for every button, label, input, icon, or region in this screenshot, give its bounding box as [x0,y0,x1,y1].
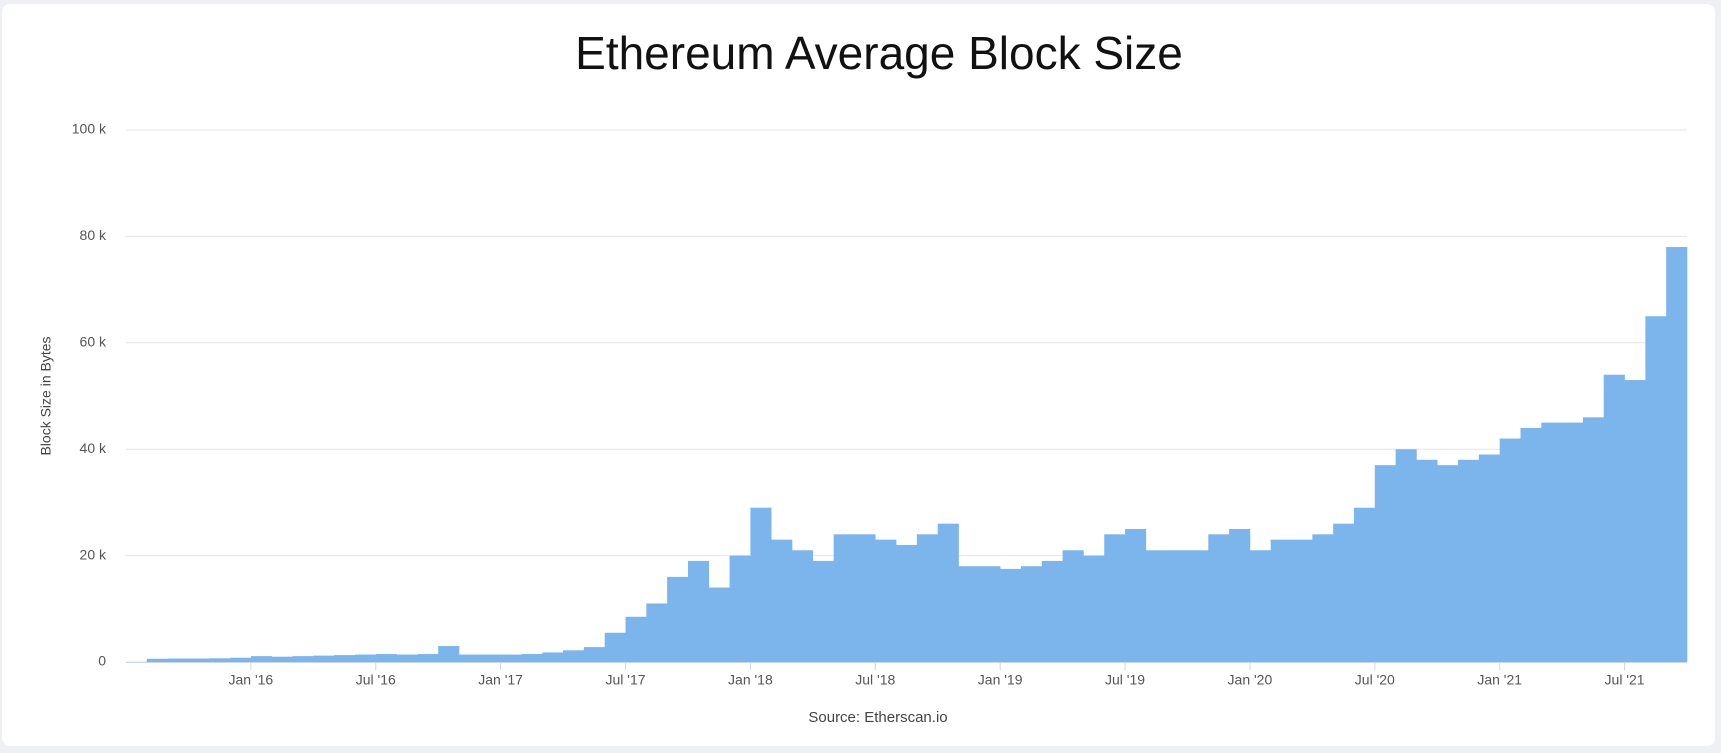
bar [375,654,397,662]
bar [459,654,481,662]
bar [1166,550,1188,662]
bar [1083,555,1105,662]
bar [708,587,730,662]
bar [1416,459,1438,662]
bar [1041,560,1063,662]
bar [542,652,564,662]
bar [1562,422,1584,662]
bar [1582,417,1605,662]
bar [417,654,439,662]
bar [396,654,418,662]
bar [1000,568,1022,662]
bar [937,523,959,662]
bar [1125,529,1147,662]
bar [875,539,897,662]
bar [1478,454,1500,662]
bar [1624,380,1646,662]
y-tick-label: 60 k [80,334,107,350]
bar [167,658,189,662]
bar [792,550,814,662]
bar [334,655,356,662]
credit: Source: Etherscan.io [808,709,947,726]
bar [563,650,585,662]
x-tick-label: Jul '18 [855,672,895,688]
bar [146,658,168,662]
bar [916,534,939,662]
bar [729,555,751,662]
x-tick-label: Jan '17 [478,672,523,688]
bar [896,544,918,662]
x-tick-label: Jul '16 [356,672,396,688]
bar [1374,465,1396,662]
bar [209,658,231,662]
bar [812,560,834,662]
bar [750,507,772,662]
bar [188,658,210,662]
x-tick-label: Jul '19 [1105,672,1145,688]
bar [1270,539,1292,662]
bar [1437,465,1459,662]
bar [854,534,876,662]
bar [771,539,793,662]
bar [479,654,501,662]
bar [979,566,1001,662]
bar [625,616,647,662]
bar [1104,534,1126,662]
bar [958,566,980,662]
y-tick-label: 100 k [72,121,107,137]
bar [1208,534,1230,662]
bar [1312,534,1334,662]
bar [313,655,335,662]
bar [604,632,626,662]
x-tick-label: Jul '21 [1605,672,1645,688]
bar [1020,566,1043,662]
chart-title: Ethereum Average Block Size [575,27,1183,79]
bar [1291,539,1313,662]
bar [1666,247,1688,663]
x-tick-label: Jul '20 [1355,672,1395,688]
bar [687,560,710,662]
bar [1645,316,1667,662]
bar [521,654,543,662]
bar [271,656,293,662]
bar [438,646,460,662]
y-tick-label: 0 [98,653,106,669]
bar [1333,523,1355,662]
bar [1458,459,1480,662]
x-tick-label: Jan '21 [1477,672,1522,688]
bar [500,654,522,662]
x-tick-label: Jan '18 [728,672,773,688]
x-tick-label: Jul '17 [606,672,646,688]
bar [1499,438,1521,662]
x-tick-label: Jan '19 [978,672,1023,688]
bar [833,534,855,662]
bar [1603,374,1625,662]
bar [1145,550,1167,662]
y-axis-label: Block Size in Bytes [38,336,54,455]
bar [1062,550,1084,662]
bar [1395,449,1417,662]
bar [1541,422,1563,662]
x-tick-label: Jan '20 [1228,672,1273,688]
bar [230,657,252,662]
bar [667,576,689,662]
y-tick-label: 20 k [80,546,107,562]
x-tick-label: Jan '16 [229,672,274,688]
bar [1353,507,1376,662]
y-tick-label: 80 k [80,227,107,243]
bar [1229,529,1251,662]
bar [1249,550,1272,662]
bar [646,603,668,662]
bar [583,647,606,662]
bar [250,656,272,662]
bar [354,654,377,662]
y-tick-label: 40 k [80,440,107,456]
bar [292,656,314,662]
bar [1187,550,1209,662]
bar [1520,427,1542,662]
